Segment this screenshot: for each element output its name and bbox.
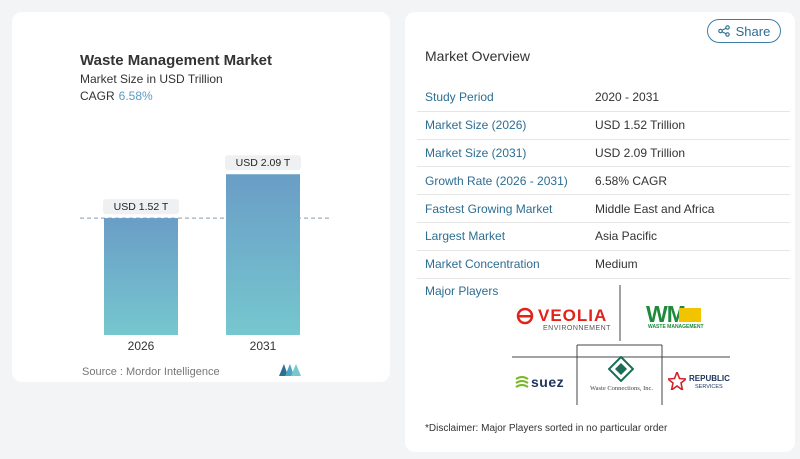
wm-yellow-block xyxy=(679,308,701,322)
wm-logo: WM WASTE MANAGEMENT xyxy=(643,301,711,333)
source-text: Source : Mordor Intelligence xyxy=(82,366,220,378)
overview-row: Market Concentration Medium xyxy=(417,250,790,279)
overview-row: Market Size (2031) USD 2.09 Trillion xyxy=(417,139,790,168)
overview-value: Asia Pacific xyxy=(595,222,790,251)
bars-group: USD 1.52 T 2026 USD 2.09 T 2031 xyxy=(103,155,301,353)
share-button[interactable]: Share xyxy=(707,19,781,43)
republic-logo: REPUBLIC SERVICES xyxy=(668,370,738,394)
share-icon xyxy=(717,25,730,37)
chart-subtitle: Market Size in USD Trillion xyxy=(80,72,223,86)
x-tick-label: 2031 xyxy=(250,339,277,353)
major-players-title: Major Players xyxy=(425,284,499,298)
overview-key: Largest Market xyxy=(417,222,595,251)
data-label: USD 1.52 T xyxy=(114,201,169,213)
overview-row: Market Size (2026) USD 1.52 Trillion xyxy=(417,111,790,140)
bar-chart: USD 1.52 T 2026 USD 2.09 T 2031 xyxy=(80,155,330,353)
overview-row: Largest Market Asia Pacific xyxy=(417,222,790,251)
overview-key: Market Size (2031) xyxy=(417,139,595,168)
republic-sub: SERVICES xyxy=(695,384,723,390)
republic-star-icon xyxy=(668,372,686,390)
data-label-bg xyxy=(103,199,179,215)
x-tick-label: 2026 xyxy=(128,339,155,353)
suez-emblem-icon xyxy=(515,376,529,388)
waste-connections-name: Waste Connections, Inc. xyxy=(590,385,654,392)
suez-logo: SUEZ xyxy=(515,373,571,393)
overview-row: Fastest Growing Market Middle East and Af… xyxy=(417,194,790,223)
data-label: USD 2.09 T xyxy=(236,157,291,169)
suez-name: SUEZ xyxy=(531,374,565,390)
overview-title: Market Overview xyxy=(425,48,531,64)
wm-sub: WASTE MANAGEMENT xyxy=(648,324,704,330)
overview-value: USD 1.52 Trillion xyxy=(595,111,790,140)
cagr-value: 6.58% xyxy=(118,89,153,103)
veolia-sub: ENVIRONNEMENT xyxy=(543,325,611,332)
veolia-logo: VEOLIA ENVIRONNEMENT xyxy=(515,305,615,335)
overview-key: Study Period xyxy=(417,84,595,112)
overview-row: Study Period 2020 - 2031 xyxy=(417,84,790,112)
overview-value: 2020 - 2031 xyxy=(595,84,790,112)
overview-key: Growth Rate (2026 - 2031) xyxy=(417,166,595,196)
veolia-emblem-icon xyxy=(516,307,534,325)
cagr-line: CAGR 6.58% xyxy=(80,89,153,103)
mordor-logo-icon xyxy=(279,364,301,376)
waste-connections-logo: Waste Connections, Inc. xyxy=(590,352,670,402)
overview-value: Middle East and Africa xyxy=(595,194,790,223)
overview-value: USD 2.09 Trillion xyxy=(595,139,790,168)
share-label: Share xyxy=(735,23,771,39)
overview-table: Study Period 2020 - 2031 Market Size (2026… xyxy=(417,84,790,279)
bar-2031 xyxy=(226,174,300,335)
overview-value: 6.58% CAGR xyxy=(595,166,790,196)
disclaimer: *Disclaimer: Major Players sorted in no … xyxy=(425,423,668,434)
chart-card xyxy=(12,12,390,382)
chart-title: Waste Management Market xyxy=(80,52,272,69)
overview-value: Medium xyxy=(595,250,790,279)
data-label-bg xyxy=(225,155,301,171)
bar-2026 xyxy=(104,218,178,335)
cagr-label: CAGR xyxy=(80,89,115,103)
veolia-name: VEOLIA xyxy=(538,306,608,325)
overview-row: Growth Rate (2026 - 2031) 6.58% CAGR xyxy=(417,166,790,196)
republic-name: REPUBLIC xyxy=(689,374,730,383)
overview-key: Fastest Growing Market xyxy=(417,194,595,223)
overview-key: Market Size (2026) xyxy=(417,111,595,140)
overview-key: Market Concentration xyxy=(417,250,595,279)
waste-connections-emblem-icon xyxy=(608,356,634,382)
